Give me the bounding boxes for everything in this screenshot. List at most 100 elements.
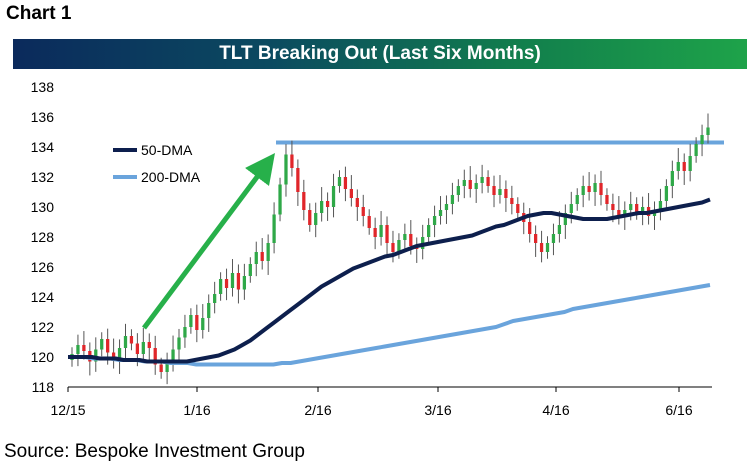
candle-up bbox=[189, 315, 193, 327]
dma50-line bbox=[68, 197, 711, 364]
candle-down bbox=[611, 204, 615, 210]
candle-down bbox=[343, 177, 348, 189]
candle-up bbox=[640, 207, 645, 213]
candle-down bbox=[373, 228, 377, 237]
candle-down bbox=[539, 243, 544, 252]
source-note: Source: Bespoke Investment Group bbox=[4, 441, 305, 462]
candle-down bbox=[296, 168, 300, 192]
candle-up bbox=[629, 204, 633, 210]
candle-down bbox=[468, 180, 472, 189]
candle-up bbox=[141, 342, 145, 354]
candle-down bbox=[325, 201, 330, 207]
candle-down bbox=[302, 192, 306, 210]
candle-down bbox=[510, 198, 514, 204]
candle-up bbox=[427, 225, 431, 237]
candle-down bbox=[409, 234, 413, 246]
y-tick-label: 128 bbox=[31, 229, 55, 245]
candle-up bbox=[676, 162, 680, 171]
candle-up bbox=[432, 216, 437, 225]
candle-up bbox=[700, 135, 704, 144]
trend-arrow bbox=[141, 152, 275, 330]
candle-up bbox=[581, 186, 585, 195]
candle-up bbox=[706, 127, 710, 135]
candle-up bbox=[545, 243, 550, 252]
x-tick-label: 1/16 bbox=[183, 402, 210, 418]
y-tick-label: 134 bbox=[31, 139, 55, 155]
candle-up bbox=[456, 186, 460, 195]
candle-up bbox=[593, 183, 597, 192]
trend-arrow-group bbox=[141, 152, 275, 330]
dma-lines-group bbox=[68, 197, 711, 367]
candle-up bbox=[474, 183, 478, 189]
candle-up bbox=[557, 225, 562, 234]
candle-down bbox=[605, 195, 609, 204]
y-tick-label: 136 bbox=[31, 109, 55, 125]
candle-down bbox=[290, 154, 294, 168]
candle-up bbox=[498, 189, 502, 195]
candle-down bbox=[367, 216, 371, 228]
candle-up bbox=[450, 195, 455, 204]
candle-up bbox=[230, 273, 235, 288]
candle-down bbox=[587, 186, 591, 192]
candle-up bbox=[76, 345, 80, 354]
y-tick-label: 120 bbox=[31, 349, 55, 365]
candle-down bbox=[82, 345, 86, 351]
y-tick-label: 138 bbox=[31, 79, 55, 95]
x-tick-label: 12/15 bbox=[50, 402, 85, 418]
legend-label: 200-DMA bbox=[141, 169, 201, 185]
y-tick-label: 122 bbox=[31, 319, 55, 335]
candle-up bbox=[480, 177, 484, 183]
candle-up bbox=[94, 349, 98, 362]
candle-down bbox=[106, 339, 110, 353]
candle-up bbox=[563, 213, 567, 225]
candle-up bbox=[254, 252, 258, 264]
candle-down bbox=[135, 343, 140, 354]
candles-group bbox=[70, 113, 710, 385]
candle-down bbox=[504, 189, 508, 198]
candle-up bbox=[397, 240, 401, 252]
candle-up bbox=[100, 339, 104, 350]
candle-up bbox=[207, 303, 211, 318]
candle-down bbox=[147, 342, 151, 348]
candle-up bbox=[575, 195, 579, 204]
candle-up bbox=[623, 210, 627, 216]
x-tick-label: 6/16 bbox=[665, 402, 692, 418]
candle-up bbox=[337, 177, 342, 186]
candle-down bbox=[349, 189, 353, 198]
candle-down bbox=[486, 177, 490, 186]
x-tick-label: 4/16 bbox=[542, 402, 569, 418]
candle-up bbox=[123, 336, 128, 348]
candle-down bbox=[599, 183, 603, 195]
candle-up bbox=[213, 294, 217, 303]
candle-down bbox=[391, 243, 395, 252]
candle-up bbox=[694, 144, 698, 156]
candle-down bbox=[224, 279, 229, 288]
candle-up bbox=[569, 204, 573, 213]
candle-down bbox=[308, 210, 312, 225]
candle-down bbox=[528, 222, 532, 234]
chart-title-bar: TLT Breaking Out (Last Six Months) bbox=[13, 39, 747, 69]
candle-down bbox=[260, 252, 264, 261]
candle-up bbox=[218, 279, 223, 294]
y-tick-label: 124 bbox=[31, 289, 55, 305]
candle-down bbox=[129, 336, 134, 344]
candle-up bbox=[183, 327, 187, 338]
y-tick-label: 130 bbox=[31, 199, 55, 215]
candle-down bbox=[533, 234, 538, 243]
candle-down bbox=[385, 225, 389, 243]
candle-down bbox=[195, 315, 199, 330]
candle-up bbox=[314, 213, 318, 225]
candle-down bbox=[617, 210, 621, 216]
candle-up bbox=[551, 234, 556, 243]
candle-up bbox=[171, 349, 175, 363]
x-axis: 12/15 1/16 2/16 3/16 4/16 6/16 bbox=[50, 386, 712, 418]
candle-down bbox=[111, 352, 116, 360]
candle-up bbox=[688, 156, 692, 171]
candle-up bbox=[444, 204, 449, 210]
candle-down bbox=[492, 186, 496, 195]
candle-up bbox=[284, 154, 288, 185]
candle-up bbox=[165, 363, 169, 372]
candle-up bbox=[248, 264, 252, 276]
candle-down bbox=[153, 348, 157, 365]
